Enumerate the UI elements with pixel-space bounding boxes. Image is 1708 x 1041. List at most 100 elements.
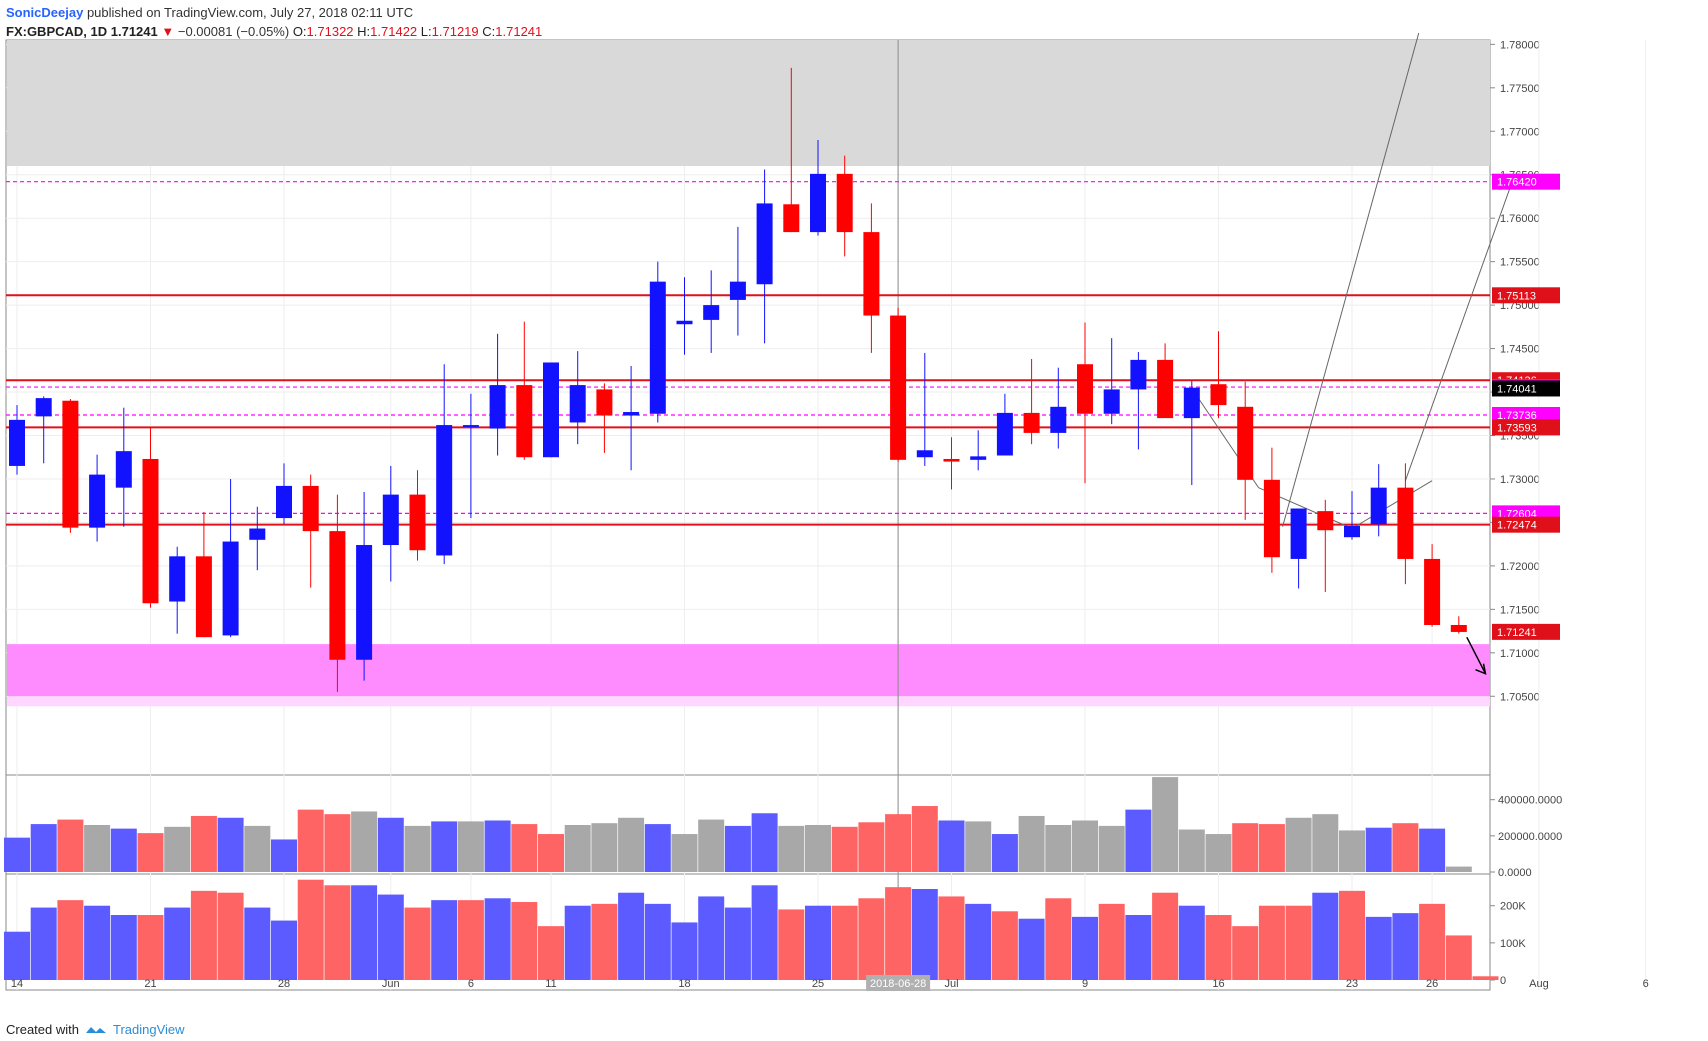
candle-body [35, 398, 52, 417]
volume-bar [1072, 820, 1098, 872]
volume-bar [591, 823, 618, 872]
tradingview-brand[interactable]: TradingView [112, 1022, 185, 1037]
histogram-bar [351, 885, 378, 980]
candle-body [1210, 384, 1227, 406]
histogram-y-tick-label: 200K [1500, 901, 1526, 913]
y-tick-label: 1.77000 [1500, 126, 1540, 138]
x-tick-label: Jun [382, 978, 400, 990]
candle-body [543, 362, 559, 458]
volume-bar [991, 834, 1018, 872]
histogram-bar [484, 898, 511, 980]
close-label: C: [482, 24, 496, 39]
candle-body [916, 450, 933, 458]
histogram-bar [724, 907, 751, 980]
volume-bar [1258, 824, 1285, 872]
candle-body [1290, 508, 1307, 559]
candle-body [115, 451, 132, 488]
volume-bar [1312, 814, 1339, 872]
histogram-bar [1045, 898, 1072, 980]
last-price: 1.71241 [110, 24, 158, 39]
histogram-bar [538, 926, 564, 980]
open-label: O: [292, 24, 307, 39]
histogram-y-tick-label: 100K [1500, 938, 1526, 950]
candle-body [890, 315, 907, 460]
histogram-bar [1472, 976, 1499, 980]
histogram-bar [1125, 915, 1152, 980]
histogram-bar [244, 907, 271, 980]
volume-bar [858, 822, 885, 872]
volume-bar [377, 817, 404, 872]
volume-bar [965, 821, 992, 872]
current-price-tag: 1.71241 [1497, 627, 1537, 639]
x-tick-label: 23 [1346, 978, 1358, 990]
volume-y-tick-label: 400000.0000 [1498, 795, 1562, 807]
histogram-bar [1098, 903, 1125, 980]
candle-body [1370, 487, 1387, 525]
candle-body [9, 419, 25, 466]
volume-bar [1445, 866, 1472, 872]
candle-body [1077, 364, 1093, 414]
candle-body [943, 458, 960, 462]
volume-bar [1018, 815, 1045, 872]
volume-bar [1178, 829, 1205, 872]
candle-body [1263, 479, 1280, 558]
histogram-bar [511, 902, 538, 980]
candle-body [62, 400, 79, 528]
volume-bar [1098, 825, 1125, 872]
volume-bar [431, 821, 458, 872]
histogram-bar [84, 905, 111, 980]
level-price-tag-bg [1492, 516, 1560, 533]
down-arrow-icon: ▼ [161, 24, 175, 39]
candle-body [783, 204, 800, 233]
publish-line: SonicDeejay published on TradingView.com… [6, 3, 542, 22]
candle-body [1130, 359, 1147, 390]
candle-body [596, 389, 613, 416]
candle-body [703, 305, 720, 320]
candle-body [1344, 525, 1360, 538]
volume-y-tick-label: 0.0000 [1498, 867, 1532, 879]
candle-body [1424, 558, 1441, 625]
histogram-bar [831, 905, 858, 980]
volume-bar [618, 817, 645, 872]
crosshair-date-label: 2018-06-28 [870, 978, 926, 990]
x-tick-label: 6 [468, 978, 474, 990]
volume-bar [698, 819, 725, 872]
published-text: published on TradingView.com, July 27, 2… [83, 5, 414, 20]
histogram-bar [30, 907, 57, 980]
projection-line [1404, 181, 1513, 481]
candle-body [436, 425, 453, 556]
level-price-tag-bg [1492, 287, 1560, 304]
candle-body [1397, 487, 1414, 559]
candle-body [222, 541, 239, 636]
candle-body [1237, 406, 1254, 480]
histogram-bar [297, 879, 324, 980]
level-price-tag-bg [1492, 406, 1560, 423]
volume-bar [351, 811, 378, 872]
trend-line [1351, 480, 1433, 529]
candle-body [382, 494, 399, 546]
high-label: H: [357, 24, 371, 39]
histogram-bar [778, 909, 805, 980]
level-price-tag: 1.73736 [1497, 410, 1537, 422]
candle-body [89, 474, 106, 528]
histogram-y-tick-label: 0 [1500, 975, 1506, 987]
histogram-bar [4, 931, 30, 980]
open-value: 1.71322 [306, 24, 354, 39]
histogram-bar [164, 907, 191, 980]
volume-bar [457, 821, 484, 872]
histogram-bar [1258, 905, 1285, 980]
histogram-bar [1419, 903, 1446, 980]
symbol-label[interactable]: FX:GBPCAD, 1D [6, 24, 108, 39]
histogram-bar [911, 889, 938, 980]
histogram-bar [431, 900, 458, 980]
x-tick-label: 11 [545, 978, 556, 990]
candle-body [276, 485, 292, 519]
histogram-bar [377, 894, 404, 980]
candle-body [249, 528, 266, 540]
author-link[interactable]: SonicDeejay [6, 5, 84, 20]
x-tick-label: 9 [1082, 978, 1088, 990]
candle-body [649, 281, 666, 414]
histogram-bar [110, 915, 137, 980]
candle-body [1023, 412, 1040, 433]
